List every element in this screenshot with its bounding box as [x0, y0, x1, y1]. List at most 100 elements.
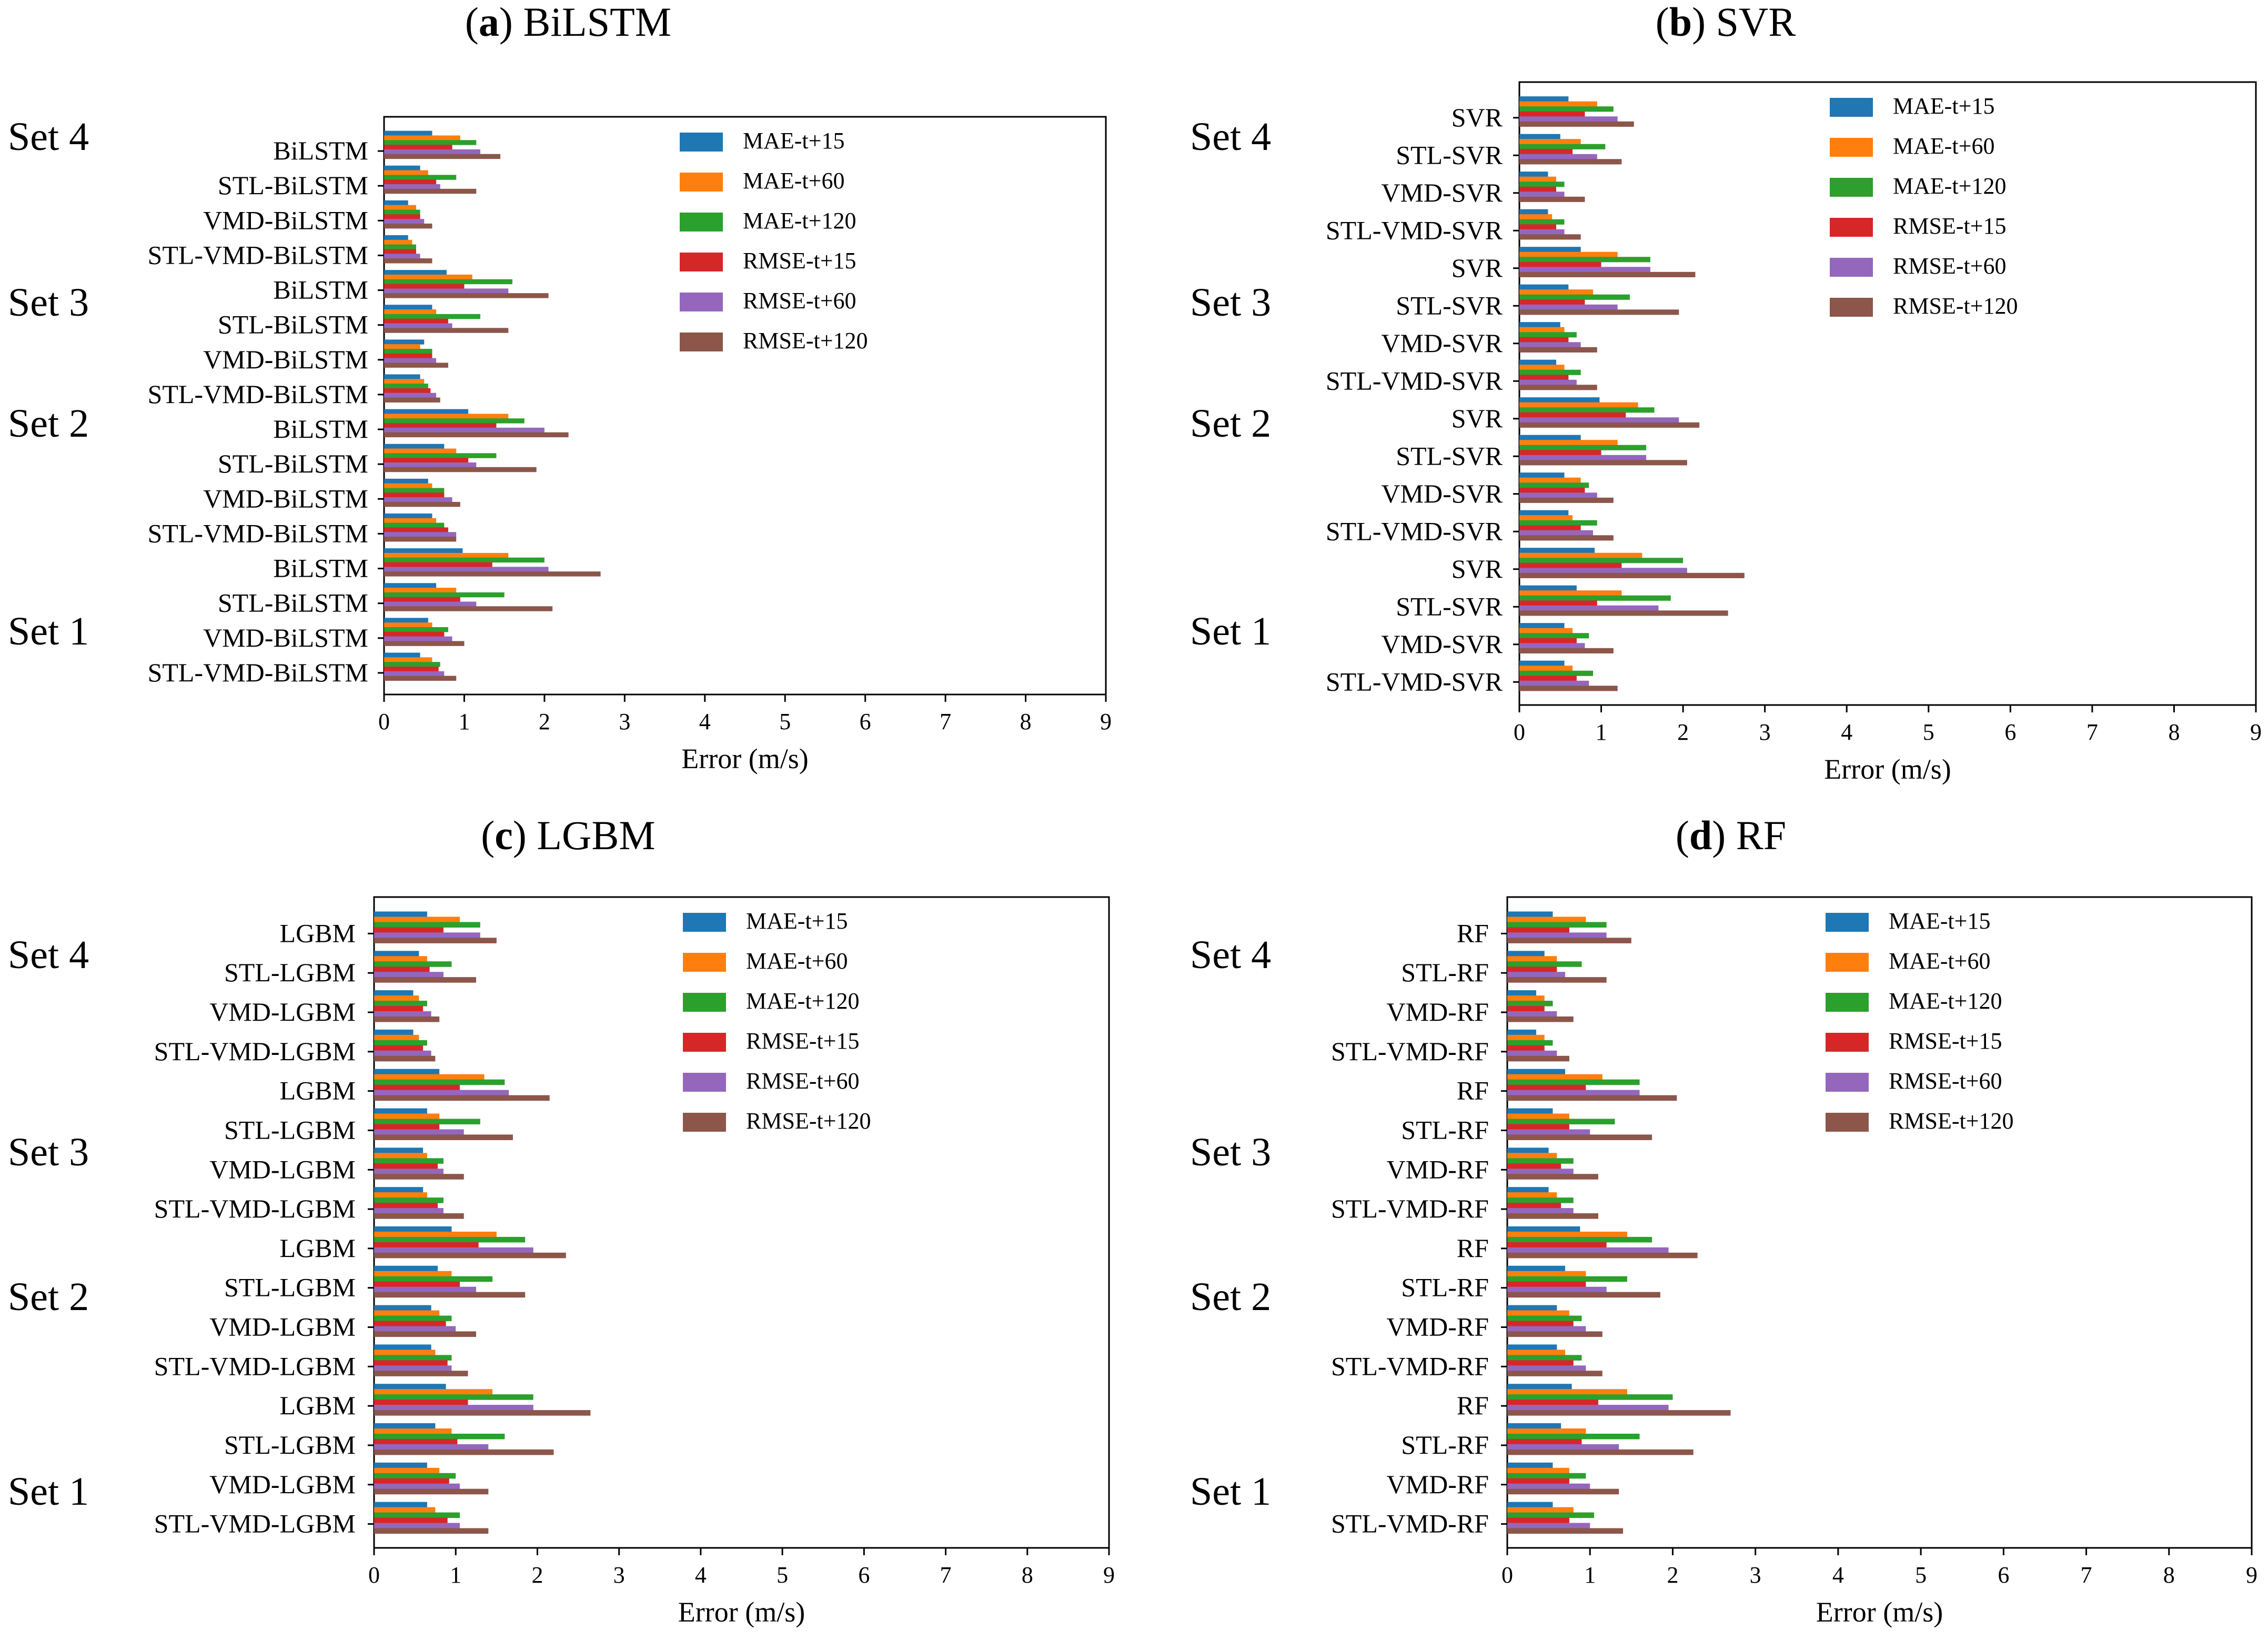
category-label: STL-RF: [1401, 958, 1489, 987]
bar-rmse-t-120: [1519, 422, 1700, 428]
bar-mae-t-15: [1519, 209, 1548, 215]
x-tick-label: 0: [378, 709, 390, 734]
x-axis-title: Error (m/s): [678, 1596, 805, 1628]
category-label: LGBM: [280, 1391, 356, 1420]
bar-mae-t-15: [384, 305, 432, 310]
bar-mae-t-15: [374, 1344, 431, 1350]
bar-rmse-t-120: [1519, 572, 1745, 578]
title-paren-close: ): [1712, 812, 1736, 858]
bar-rmse-t-120: [384, 328, 509, 333]
bar-rmse-t-120: [1519, 159, 1622, 165]
bar-mae-t-15: [1519, 510, 1569, 516]
bar-rmse-t-15: [384, 423, 497, 428]
bar-mae-t-15: [384, 270, 447, 275]
bar-rmse-t-60: [1507, 1169, 1574, 1174]
title-paren-close: ): [499, 0, 523, 45]
legend-label: RMSE-t+15: [746, 1028, 860, 1054]
category-label: VMD-SVR: [1381, 178, 1503, 207]
category-label: STL-VMD-LGBM: [154, 1509, 356, 1538]
legend-label: MAE-t+15: [743, 128, 844, 154]
bar-mae-t-60: [1507, 1350, 1566, 1355]
bar-mae-t-120: [384, 522, 445, 528]
bar-rmse-t-15: [1507, 1400, 1598, 1405]
legend-swatch: [1826, 1073, 1869, 1092]
panel-a: (a) BiLSTM 0 1 2 3 4 5 6 7 8 9 Error (m/s) BiLSTM STL…: [8, 0, 1112, 774]
bar-mae-t-60: [384, 274, 472, 280]
bar-mae-t-60: [384, 344, 420, 349]
bar-rmse-t-120: [1519, 385, 1597, 390]
bar-rmse-t-15: [1507, 1360, 1574, 1366]
x-tick-label: 1: [1584, 1562, 1596, 1588]
legend-swatch: [1830, 258, 1873, 277]
category-label: STL-VMD-BiLSTM: [148, 658, 368, 687]
bar-rmse-t-15: [1507, 927, 1569, 933]
bar-mae-t-15: [1519, 96, 1569, 102]
bar-rmse-t-60: [374, 1523, 460, 1529]
bar-rmse-t-15: [374, 1006, 424, 1012]
bar-rmse-t-60: [374, 1208, 443, 1214]
bar-mae-t-60: [1519, 552, 1642, 558]
category-label: RF: [1457, 1233, 1489, 1263]
bar-mae-t-15: [1507, 911, 1553, 918]
bar-mae-t-60: [1519, 365, 1565, 370]
bar-rmse-t-120: [1519, 460, 1687, 466]
bar-rmse-t-15: [374, 1045, 424, 1051]
category-label: STL-VMD-RF: [1331, 1194, 1489, 1223]
bar-rmse-t-60: [1507, 1523, 1590, 1529]
bar-mae-t-120: [1507, 1001, 1553, 1006]
bar-rmse-t-120: [1507, 1528, 1624, 1534]
legend-label: RMSE-t+15: [743, 248, 856, 274]
bar-rmse-t-60: [1507, 1405, 1669, 1411]
bar-mae-t-120: [1519, 482, 1589, 488]
bar-mae-t-120: [374, 1040, 427, 1046]
legend-label: MAE-t+15: [1889, 908, 1990, 934]
bar-rmse-t-60: [374, 1365, 452, 1371]
bar-rmse-t-15: [1507, 1281, 1586, 1287]
bar-mae-t-120: [1519, 407, 1655, 413]
bar-rmse-t-60: [1519, 229, 1565, 235]
category-label: STL-RF: [1401, 1430, 1489, 1459]
category-label: VMD-RF: [1387, 1312, 1489, 1342]
bar-mae-t-60: [374, 1428, 452, 1434]
bar-mae-t-120: [374, 1512, 460, 1518]
category-label: STL-VMD-LGBM: [154, 1036, 356, 1066]
legend-label: MAE-t+15: [1893, 93, 1994, 119]
legend-label: MAE-t+60: [743, 168, 844, 194]
bar-rmse-t-120: [384, 293, 549, 298]
set-label: Set 2: [8, 1275, 89, 1319]
bar-rmse-t-15: [1519, 676, 1577, 681]
legend-swatch: [1826, 913, 1869, 932]
bar-mae-t-60: [1519, 101, 1597, 107]
bar-rmse-t-120: [1519, 347, 1597, 353]
bar-rmse-t-15: [1519, 375, 1569, 380]
panel-title: (d) RF: [1676, 812, 1786, 858]
set-label: Set 4: [8, 933, 89, 977]
bar-rmse-t-15: [384, 145, 452, 150]
bar-rmse-t-120: [384, 676, 457, 681]
bar-mae-t-60: [374, 1192, 427, 1198]
bar-mae-t-120: [384, 175, 457, 180]
category-label: SVR: [1451, 253, 1503, 283]
bar-mae-t-60: [1519, 327, 1565, 333]
bar-rmse-t-60: [1519, 379, 1577, 385]
category-label: VMD-LGBM: [209, 997, 356, 1026]
bar-rmse-t-15: [374, 1321, 446, 1327]
bar-rmse-t-120: [384, 154, 501, 159]
bar-rmse-t-120: [374, 1292, 526, 1298]
category-label: VMD-LGBM: [209, 1469, 356, 1499]
title-paren-close: ): [513, 812, 537, 858]
bar-rmse-t-60: [1519, 530, 1593, 536]
category-label: STL-LGBM: [224, 958, 356, 987]
legend-swatch: [683, 953, 726, 972]
bar-mae-t-120: [1507, 961, 1582, 967]
bar-mae-t-60: [374, 1310, 440, 1316]
bar-mae-t-120: [384, 209, 420, 215]
legend-label: MAE-t+15: [746, 908, 848, 934]
legend-label: MAE-t+60: [746, 948, 848, 974]
category-label: VMD-BiLSTM: [203, 345, 368, 374]
bar-mae-t-60: [1507, 1231, 1627, 1237]
bar-mae-t-120: [1519, 219, 1565, 225]
bar-mae-t-60: [1507, 1074, 1602, 1080]
legend-swatch: [1830, 98, 1873, 117]
bar-mae-t-120: [374, 1315, 452, 1322]
